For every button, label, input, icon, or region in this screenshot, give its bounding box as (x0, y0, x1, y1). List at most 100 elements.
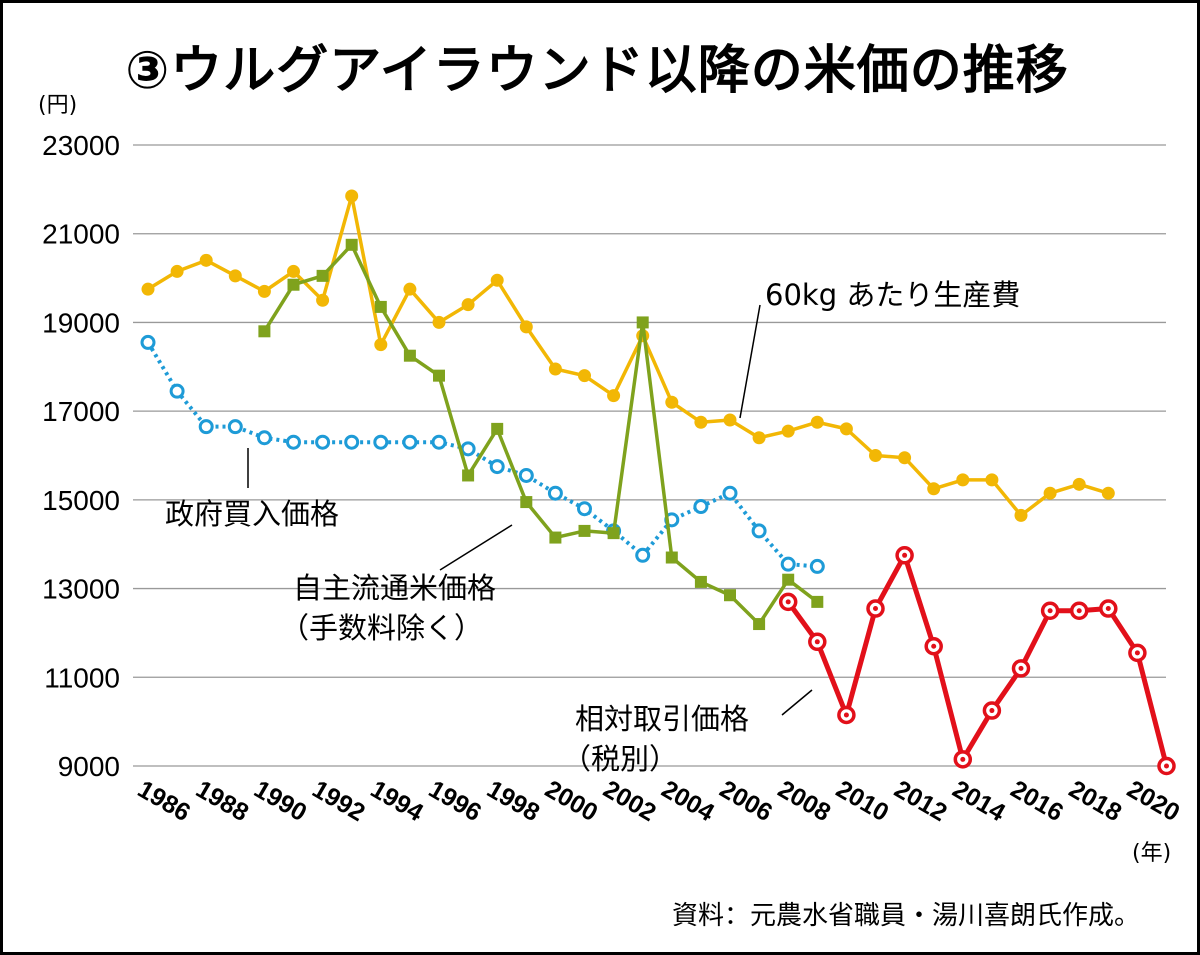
data-point (665, 551, 678, 564)
y-tick-label: 17000 (42, 396, 120, 427)
data-point (256, 430, 272, 446)
data-point (228, 269, 242, 283)
data-point (169, 383, 185, 399)
data-point (316, 293, 330, 307)
data-point-core (989, 708, 995, 714)
data-point (956, 473, 970, 487)
data-point (665, 395, 679, 409)
data-point (927, 482, 941, 496)
y-tick-label: 19000 (42, 307, 120, 338)
data-point (780, 556, 796, 572)
data-point (462, 469, 475, 482)
x-tick-label: 1986 (133, 775, 195, 827)
data-point (1014, 508, 1028, 522)
data-point (287, 278, 300, 291)
data-point-core (843, 712, 849, 718)
data-point (809, 558, 825, 574)
cost-leader-line (739, 304, 761, 419)
data-point (985, 473, 999, 487)
data-point-core (873, 606, 878, 612)
data-point (227, 419, 243, 435)
data-point (577, 501, 592, 517)
x-tick-label: 2016 (1006, 775, 1068, 827)
data-point (752, 431, 766, 445)
x-tick-label: 2018 (1064, 775, 1126, 827)
series-line-voluntary (262, 243, 819, 626)
data-point (578, 524, 591, 537)
data-point (519, 320, 533, 334)
y-tick-label: 11000 (44, 662, 120, 693)
data-point (141, 282, 155, 296)
data-point (344, 434, 360, 450)
data-point (140, 334, 156, 350)
y-axis-unit: (円) (38, 93, 77, 118)
data-point (1043, 486, 1057, 500)
data-point (432, 315, 446, 329)
data-point (258, 325, 271, 338)
data-point (489, 459, 505, 475)
x-tick-label: 2000 (540, 775, 602, 827)
data-point (373, 434, 389, 450)
x-tick-label: 2006 (715, 775, 777, 827)
data-point-core (785, 599, 791, 605)
data-point-core (902, 552, 908, 558)
data-point-core (1134, 650, 1140, 656)
data-point (548, 362, 562, 376)
data-point (461, 298, 475, 312)
data-point (287, 264, 300, 278)
data-point-core (931, 643, 937, 649)
x-tick-label: 1996 (424, 775, 486, 827)
data-point (607, 389, 621, 403)
x-tick-label: 1994 (366, 775, 428, 827)
data-point-core (814, 639, 820, 645)
data-point (403, 349, 416, 362)
data-point (490, 273, 504, 287)
data-point (578, 369, 591, 383)
voluntary-series-label: 自主流通米価格 (293, 571, 496, 605)
data-point (1101, 486, 1115, 500)
data-point (549, 531, 562, 544)
data-point (199, 253, 213, 267)
series-line-cost (147, 194, 1109, 518)
data-point (433, 369, 445, 382)
series-voluntary (258, 238, 824, 631)
data-point (839, 422, 853, 436)
data-point (811, 595, 824, 608)
data-point-core (1047, 608, 1053, 614)
data-point (751, 523, 767, 539)
data-point (781, 424, 795, 438)
data-point (782, 573, 795, 586)
data-point (810, 415, 824, 429)
data-point (722, 485, 738, 501)
series-layer (140, 189, 1176, 776)
series-cost (141, 189, 1115, 522)
data-point (723, 413, 737, 427)
data-point (345, 238, 358, 251)
data-point-core (1018, 665, 1024, 671)
source-note: 資料：元農水省職員・湯川喜朗氏作成。 (671, 901, 1140, 931)
data-point (374, 338, 388, 352)
data-point-core (1105, 606, 1111, 612)
data-point (345, 189, 359, 203)
x-tick-label: 2010 (831, 775, 893, 827)
y-tick-label: 15000 (42, 485, 120, 516)
data-point (286, 434, 301, 450)
data-point (753, 618, 766, 631)
data-point-core (1076, 608, 1082, 614)
data-point (693, 499, 709, 515)
data-point-core (1164, 763, 1169, 769)
data-point (257, 284, 271, 298)
data-point (898, 451, 912, 465)
y-tick-label: 13000 (42, 574, 120, 605)
data-point (460, 441, 476, 457)
data-point (315, 434, 331, 450)
data-point (635, 547, 651, 563)
data-point (1072, 477, 1086, 491)
y-axis-ticks: 23000 21000 19000 17000 15000 13000 11000 9000 (42, 130, 120, 782)
data-point (403, 282, 417, 296)
relative-series-label: 相対取引価格 (575, 702, 749, 736)
x-tick-label: 2004 (657, 775, 719, 827)
x-tick-label: 1992 (308, 775, 370, 827)
